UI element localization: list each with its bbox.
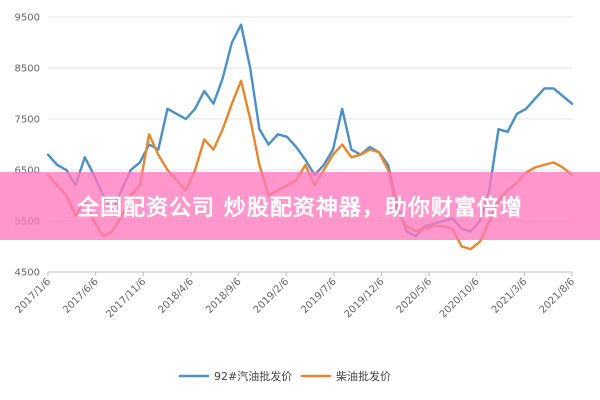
y-tick-label: 7500 — [15, 115, 40, 126]
promo-banner-text: 全国配资公司 炒股配资神器，助你财富倍增 — [77, 196, 523, 221]
x-tick-label: 2019/7/6 — [299, 276, 339, 316]
x-axis: 2017/1/6 2017/6/6 2017/11/6 2018/4/6 2018/9/… — [14, 271, 578, 320]
legend-label[interactable]: 柴油批发价 — [336, 369, 391, 383]
x-tick-label: 2017/11/6 — [104, 276, 148, 320]
x-tick-label: 2020/10/6 — [438, 276, 482, 320]
legend-label[interactable]: 92#汽油批发价 — [214, 369, 292, 383]
y-tick-label: 8500 — [15, 64, 40, 75]
promo-banner[interactable]: 全国配资公司 炒股配资神器，助你财富倍增 — [0, 172, 600, 240]
x-tick-label: 2018/9/6 — [204, 276, 244, 316]
chart-legend: 92#汽油批发价 柴油批发价 — [178, 369, 391, 383]
x-tick-label: 2017/1/6 — [14, 276, 54, 316]
x-tick-label: 2020/5/6 — [395, 276, 435, 316]
x-tick-label: 2019/12/6 — [343, 276, 387, 320]
x-tick-label: 2017/6/6 — [61, 276, 101, 316]
x-tick-label: 2021/8/6 — [538, 276, 578, 316]
x-tick-label: 2021/3/6 — [490, 276, 530, 316]
y-tick-label: 9500 — [15, 13, 40, 24]
y-tick-label: 6500 — [15, 166, 40, 177]
y-tick-label: 4500 — [15, 268, 40, 279]
x-tick-label: 2019/2/6 — [252, 276, 292, 316]
x-tick-label: 2018/4/6 — [156, 276, 196, 316]
